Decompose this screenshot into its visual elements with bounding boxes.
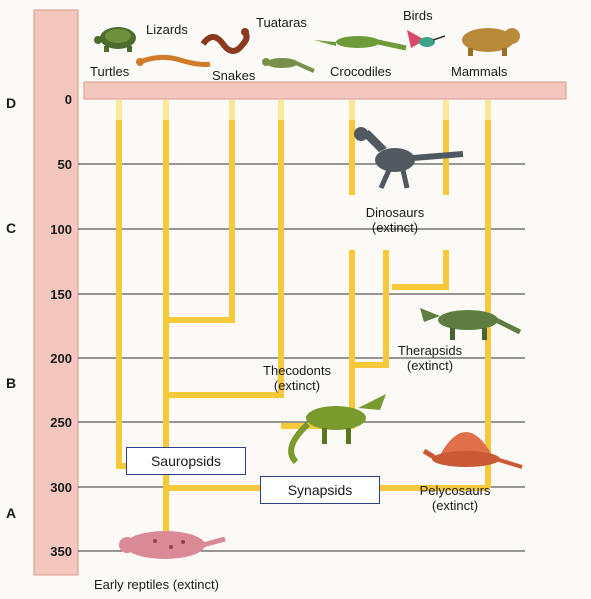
- label-tuataras: Tuataras: [256, 15, 307, 30]
- branch-dino-right: [352, 250, 389, 368]
- label-thecodonts: Thecodonts (extinct): [254, 363, 340, 393]
- label-crocodiles: Crocodiles: [330, 64, 392, 79]
- lizard-icon: [136, 54, 211, 67]
- therapsid-icon: [420, 308, 522, 340]
- branch-snakes-tuatara: [166, 100, 235, 323]
- label-dinosaurs-name: Dinosaurs: [365, 205, 425, 220]
- tick-50: 50: [57, 157, 72, 172]
- era-label-d: D: [6, 95, 17, 111]
- label-therapsids-status: (extinct): [406, 358, 454, 373]
- crocodile-icon: [314, 36, 407, 51]
- snake-icon: [200, 28, 250, 54]
- present-band: [83, 81, 567, 100]
- tick-250: 250: [50, 415, 72, 430]
- branch-birds-link: [392, 250, 449, 290]
- label-birds: Birds: [403, 8, 433, 23]
- tick-200: 200: [50, 351, 72, 366]
- label-early-reptiles: Early reptiles (extinct): [94, 577, 219, 592]
- turtle-icon: [94, 27, 136, 52]
- era-label-b: B: [6, 375, 17, 391]
- era-label-c: C: [6, 220, 17, 236]
- tick-300: 300: [50, 480, 72, 495]
- label-thecodonts-name: Thecodonts: [263, 363, 331, 378]
- box-sauropsids: Sauropsids: [126, 447, 246, 475]
- mammal-icon: [462, 28, 520, 56]
- early-reptile-icon: [119, 531, 226, 559]
- label-therapsids-name: Therapsids: [397, 343, 463, 358]
- pelycosaur-icon: [422, 432, 523, 469]
- label-dinosaurs-status: (extinct): [371, 220, 419, 235]
- label-therapsids: Therapsids (extinct): [390, 343, 470, 373]
- label-dinosaurs: Dinosaurs (extinct): [350, 205, 440, 235]
- tick-100: 100: [50, 222, 72, 237]
- bird-icon: [407, 30, 446, 48]
- branch-thecodont-to-dino: [281, 250, 355, 429]
- label-lizards: Lizards: [146, 22, 188, 37]
- tick-0: 0: [64, 92, 72, 107]
- tick-150: 150: [50, 287, 72, 302]
- label-mammals: Mammals: [451, 64, 508, 79]
- dinosaur-icon: [354, 127, 464, 190]
- label-snakes: Snakes: [212, 68, 256, 83]
- thecodont-icon: [288, 394, 386, 465]
- label-thecodonts-status: (extinct): [273, 378, 321, 393]
- branch-archosaur: [166, 100, 284, 398]
- branch-turtles: [116, 100, 166, 469]
- era-label-a: A: [6, 505, 17, 521]
- label-pelycosaurs-status: (extinct): [431, 498, 479, 513]
- time-bar: [33, 9, 79, 576]
- label-turtles: Turtles: [90, 64, 130, 79]
- tick-350: 350: [50, 544, 72, 559]
- label-pelycosaurs-name: Pelycosaurs: [419, 483, 491, 498]
- branch-fade: [116, 100, 491, 120]
- tuatara-icon: [262, 58, 315, 73]
- label-pelycosaurs: Pelycosaurs (extinct): [410, 483, 500, 513]
- box-synapsids: Synapsids: [260, 476, 380, 504]
